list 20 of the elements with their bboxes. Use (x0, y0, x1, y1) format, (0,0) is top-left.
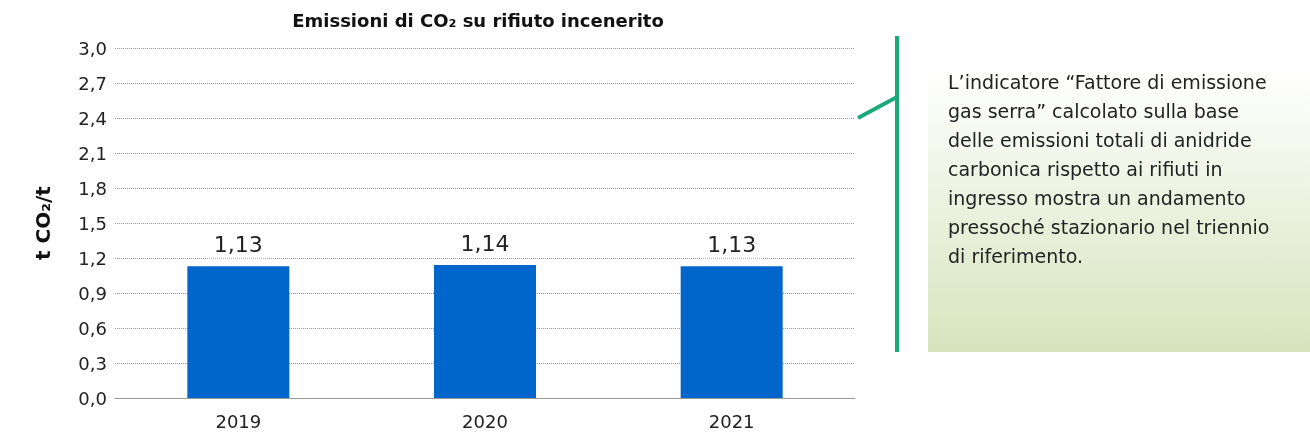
x-tick-label: 2019 (215, 410, 262, 432)
text: L’indicatore “Fattore di emissione gas serra” calcolato sulla base delle emissioni totali di anidride carbonica rispetto ai rifiuti in ingresso mostra un andamento pressoché stazionario nel triennio di riferimento. (928, 68, 1310, 352)
y-tick-label: 3,0 (78, 37, 107, 59)
x-tick-label: 2020 (462, 410, 508, 432)
y-tick-label: 0,9 (78, 282, 107, 304)
y-tick-label: 2,1 (78, 142, 107, 164)
y-axis-title: t CO₂/t (31, 185, 55, 260)
y-tick-label: 0,0 (78, 387, 107, 409)
chart-title: Emissioni di CO₂ su rifiuto incenerito (292, 9, 664, 31)
y-tick-label: 1,2 (78, 247, 107, 269)
y-tick-label: 0,3 (78, 352, 107, 374)
data-label: 1,14 (460, 230, 510, 256)
y-tick-label: 2,4 (78, 107, 107, 129)
y-tick-label: 1,8 (78, 177, 107, 199)
y-tick-label: 1,5 (78, 212, 107, 234)
x-tick-label: 2021 (708, 410, 755, 432)
data-label: 1,13 (213, 231, 263, 257)
y-tick-label: 2,7 (78, 72, 107, 94)
y-tick-label: 0,6 (78, 317, 107, 339)
data-label: 1,13 (707, 231, 757, 257)
